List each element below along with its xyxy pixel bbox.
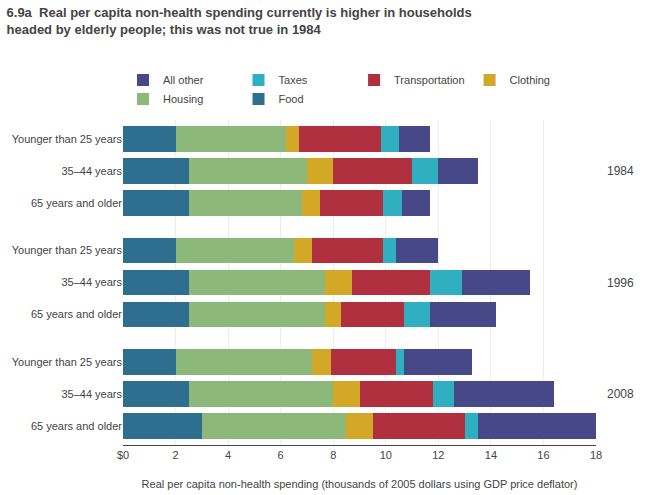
svg-text:65 years and older: 65 years and older: [31, 420, 122, 432]
svg-text:1984: 1984: [607, 164, 634, 178]
svg-text:Real per capita non-health spe: Real per capita non-health spending (tho…: [142, 478, 578, 490]
svg-text:2: 2: [172, 449, 178, 461]
svg-text:8: 8: [330, 449, 336, 461]
svg-text:35–44 years: 35–44 years: [61, 165, 122, 177]
svg-text:65 years and older: 65 years and older: [31, 197, 122, 209]
svg-text:Housing: Housing: [163, 93, 203, 105]
svg-text:Transportation: Transportation: [394, 74, 465, 86]
svg-text:All other: All other: [163, 74, 204, 86]
svg-text:Taxes: Taxes: [279, 74, 308, 86]
svg-text:14: 14: [485, 449, 497, 461]
svg-text:1996: 1996: [607, 276, 634, 290]
svg-text:4: 4: [225, 449, 231, 461]
svg-text:Food: Food: [279, 93, 304, 105]
svg-text:Clothing: Clothing: [510, 74, 550, 86]
svg-text:Younger than 25 years: Younger than 25 years: [12, 356, 123, 368]
svg-text:$0: $0: [117, 449, 129, 461]
svg-text:65 years and older: 65 years and older: [31, 308, 122, 320]
svg-text:35–44 years: 35–44 years: [61, 388, 122, 400]
svg-text:18: 18: [590, 449, 602, 461]
svg-text:Younger than 25 years: Younger than 25 years: [12, 133, 123, 145]
svg-text:35–44 years: 35–44 years: [61, 276, 122, 288]
svg-text:10: 10: [380, 449, 392, 461]
svg-text:2008: 2008: [607, 387, 634, 401]
svg-text:Younger than 25 years: Younger than 25 years: [12, 244, 123, 256]
svg-text:6: 6: [278, 449, 284, 461]
svg-text:6.9a Real per capita non-heal: 6.9a Real per capita non-health spending…: [7, 5, 472, 37]
svg-text:12: 12: [432, 449, 444, 461]
svg-text:16: 16: [537, 449, 549, 461]
